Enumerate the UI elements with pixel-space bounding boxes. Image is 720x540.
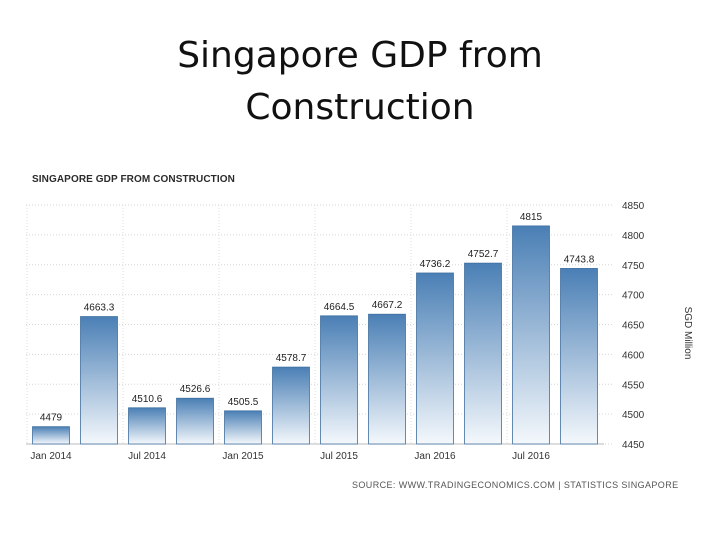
data-label: 4663.3 (84, 303, 115, 314)
slide-title: Singapore GDP from Construction (0, 30, 720, 134)
y-tick-label: 4550 (622, 380, 645, 391)
bar (560, 268, 598, 445)
y-axis-ticks: 4450 4500 4550 4600 4650 4700 4750 4800 4850 (622, 201, 645, 451)
y-tick-label: 4500 (622, 410, 645, 421)
bar (416, 272, 454, 445)
bar (512, 225, 550, 445)
x-tick-label: Jul 2015 (320, 451, 358, 462)
y-tick-label: 4850 (622, 201, 645, 212)
y-tick-label: 4650 (622, 321, 645, 332)
bar (272, 366, 310, 445)
bar (320, 315, 358, 445)
data-label: 4526.6 (180, 384, 211, 395)
data-label: 4736.2 (420, 259, 451, 270)
data-label: 4664.5 (324, 302, 355, 313)
slide-title-line-1: Singapore GDP from (177, 35, 543, 76)
x-tick-label: Jan 2016 (414, 451, 456, 462)
data-label: 4815 (520, 212, 543, 223)
data-label: 4578.7 (276, 353, 307, 364)
data-label: 4505.5 (228, 397, 259, 408)
data-label: 4752.7 (468, 249, 499, 260)
data-labels: 4479 4663.3 4510.6 4526.6 4505.5 4578.7 4664.5… (40, 212, 595, 424)
x-tick-label: Jan 2014 (30, 451, 72, 462)
bar (32, 426, 70, 445)
data-label: 4510.6 (132, 394, 163, 405)
y-tick-label: 4700 (622, 291, 645, 302)
bar (176, 397, 214, 445)
x-tick-label: Jan 2015 (222, 451, 264, 462)
bar (464, 262, 502, 445)
slide-title-line-2: Construction (245, 87, 475, 128)
bar (128, 407, 166, 445)
data-label: 4667.2 (372, 300, 403, 311)
y-tick-label: 4450 (622, 440, 645, 451)
bars (32, 225, 598, 445)
x-axis-ticks: Jan 2014 Jul 2014 Jan 2015 Jul 2015 Jan 2016… (30, 451, 550, 462)
bar (368, 313, 406, 445)
data-label: 4479 (40, 413, 63, 424)
chart-source: SOURCE: WWW.TRADINGECONOMICS.COM | STATI… (352, 480, 679, 490)
x-tick-label: Jul 2014 (128, 451, 166, 462)
bar (80, 316, 118, 445)
y-tick-label: 4600 (622, 350, 645, 361)
y-tick-label: 4750 (622, 261, 645, 272)
data-label: 4743.8 (564, 254, 595, 265)
y-axis-label: SGD Million (682, 307, 693, 360)
x-tick-label: Jul 2016 (512, 451, 550, 462)
bar (224, 410, 262, 445)
grid-lines (26, 204, 612, 445)
y-tick-label: 4800 (622, 231, 645, 242)
chart-title: SINGAPORE GDP FROM CONSTRUCTION (32, 174, 235, 185)
